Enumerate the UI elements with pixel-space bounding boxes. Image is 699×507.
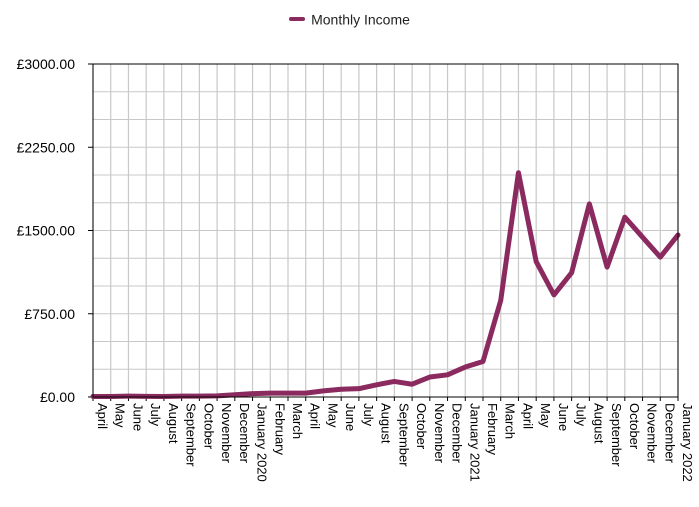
series-lines (90, 170, 681, 400)
x-tick-label: February (485, 403, 500, 456)
x-tick-label: October (201, 403, 216, 450)
x-tick-label: October (627, 403, 642, 450)
x-tick-label: November (219, 403, 234, 464)
x-tick-label: April (520, 403, 535, 429)
x-tick-label: February (272, 403, 287, 456)
y-axis-ticks: £0.00 £750.00 £1500.00 £2250.00 £3000.00 (17, 56, 93, 405)
x-tick-label: October (414, 403, 429, 450)
x-tick-label: March (503, 403, 518, 439)
x-tick-label: August (166, 403, 181, 444)
x-tick-label: May (538, 403, 553, 428)
x-tick-label: December (662, 403, 677, 464)
series-line (90, 170, 681, 400)
x-tick-label: May (325, 403, 340, 428)
x-tick-label: July (148, 403, 163, 427)
x-tick-label: March (290, 403, 305, 439)
x-tick-label: July (574, 403, 589, 427)
x-tick-label: December (237, 403, 252, 464)
grid (92, 64, 679, 397)
x-tick-label: July (361, 403, 376, 427)
x-tick-label: June (343, 403, 358, 431)
x-tick-label: December (450, 403, 465, 464)
x-tick-label: September (609, 403, 624, 467)
x-tick-label: January 2022 (680, 403, 695, 482)
x-tick-label: June (556, 403, 571, 431)
x-tick-label: August (379, 403, 394, 444)
y-tick-label: £0.00 (40, 389, 75, 405)
legend-label: Monthly Income (311, 11, 410, 28)
x-tick-label: June (130, 403, 145, 431)
y-tick-label: £2250.00 (17, 139, 76, 155)
y-tick-label: £750.00 (24, 306, 75, 322)
plot-border (92, 63, 679, 398)
x-tick-label: September (184, 403, 199, 467)
y-tick-label: £3000.00 (17, 56, 76, 72)
x-tick-label: January 2021 (467, 403, 482, 482)
x-tick-label: August (591, 403, 606, 444)
x-tick-label: November (645, 403, 660, 464)
y-tick-label: £1500.00 (17, 223, 76, 239)
x-tick-label: April (95, 403, 110, 429)
legend-swatch (289, 17, 306, 22)
x-tick-label: April (308, 403, 323, 429)
legend: Monthly Income (0, 10, 699, 27)
x-tick-label: November (432, 403, 447, 464)
x-tick-label: January 2020 (255, 403, 270, 482)
x-tick-label: May (113, 403, 128, 428)
x-tick-label: September (396, 403, 411, 467)
x-axis-ticks: April May June July August September October No… (92, 397, 695, 482)
